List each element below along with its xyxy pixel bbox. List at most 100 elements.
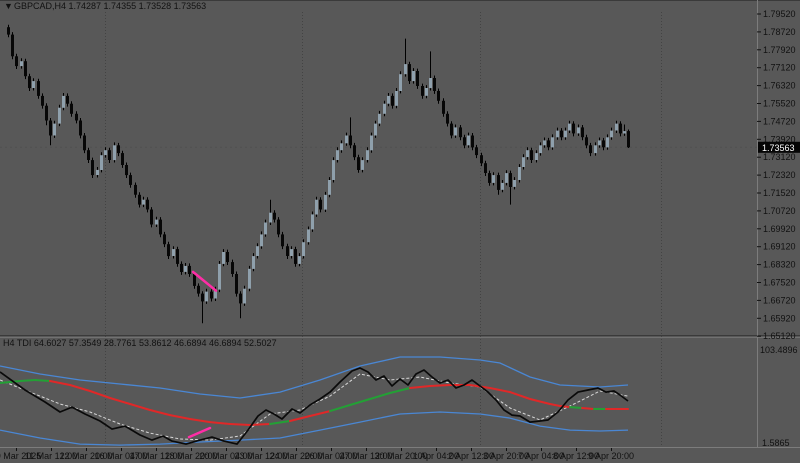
candle-body xyxy=(311,214,314,230)
candle-body xyxy=(163,234,166,245)
candle-body xyxy=(298,256,301,264)
price-axis-label[interactable]: 1.73120 xyxy=(763,152,796,162)
candle-body xyxy=(433,78,436,91)
candle-body xyxy=(142,199,145,205)
time-axis-label[interactable]: 2 Apr 12:00 xyxy=(448,451,494,461)
time-axis-label[interactable]: 1 Apr 04:00 xyxy=(413,451,459,461)
price-axis-label[interactable]: 1.77120 xyxy=(763,63,796,73)
time-axis-label[interactable]: 27 Mar 12:00 xyxy=(339,451,392,461)
price-axis-label[interactable]: 1.66720 xyxy=(763,295,796,305)
candle-body xyxy=(134,184,137,195)
candle-body xyxy=(20,61,23,67)
time-axis-label[interactable]: 30 Mar 20:00 xyxy=(374,451,427,461)
price-axis-label[interactable]: 1.67520 xyxy=(763,278,796,288)
candle-body xyxy=(378,113,381,124)
signal-markers xyxy=(191,270,218,292)
time-axis-label[interactable]: 3 Apr 20:00 xyxy=(483,451,529,461)
candle-body xyxy=(100,155,103,170)
time-axis-label[interactable]: 23 Mar 12:00 xyxy=(234,451,287,461)
candle-body xyxy=(180,263,183,272)
tdi-market-base-line xyxy=(569,406,583,409)
candle-body xyxy=(87,150,90,160)
candle-body xyxy=(437,91,440,101)
time-axis-label[interactable]: 17 Mar 12:00 xyxy=(129,451,182,461)
price-axis-label[interactable]: 1.68320 xyxy=(763,260,796,270)
price-axis-label[interactable]: 1.76320 xyxy=(763,81,796,91)
candle-body xyxy=(336,150,339,160)
price-axis-label[interactable]: 1.69920 xyxy=(763,224,796,234)
candle-body xyxy=(471,135,474,148)
candle-body xyxy=(307,229,310,243)
time-axis-label[interactable]: 16 Mar 04:00 xyxy=(94,451,147,461)
time-axis-label[interactable]: 12 Mar 20:00 xyxy=(59,451,112,461)
candle-body xyxy=(556,130,559,138)
candle-body xyxy=(62,95,65,108)
candle-body xyxy=(218,263,221,290)
candle-body xyxy=(15,56,18,67)
candle-body xyxy=(91,160,94,176)
time-axis-label[interactable]: 24 Mar 20:00 xyxy=(269,451,322,461)
time-axis-label[interactable]: 7 Apr 04:00 xyxy=(518,451,564,461)
price-axis-label[interactable]: 1.71520 xyxy=(763,188,796,198)
candle-body xyxy=(113,145,116,161)
candle-body xyxy=(41,95,44,106)
candle-body xyxy=(564,130,567,138)
candle-body xyxy=(387,95,390,104)
time-axis-label[interactable]: 11 Mar 12:00 xyxy=(25,451,77,461)
candle-body xyxy=(201,293,204,302)
candle-body xyxy=(513,180,516,187)
candle-body xyxy=(425,88,428,96)
candle-body xyxy=(226,252,229,263)
candle-body xyxy=(602,140,605,148)
tdi-indicator-lines xyxy=(0,356,629,446)
candle-body xyxy=(560,130,563,138)
time-axis-label[interactable]: 18 Mar 20:00 xyxy=(164,451,217,461)
price-axis-label[interactable]: 1.69120 xyxy=(763,242,796,252)
candle-body xyxy=(70,103,73,114)
price-axis-label[interactable]: 1.73920 xyxy=(763,134,796,144)
candle-body xyxy=(361,160,364,170)
candles xyxy=(7,24,630,324)
price-axis-label[interactable]: 1.78720 xyxy=(763,27,796,37)
candle-body xyxy=(446,113,449,124)
candle-body xyxy=(383,103,386,114)
price-axis-label[interactable]: 1.77920 xyxy=(763,45,796,55)
price-axis-label[interactable]: 1.74720 xyxy=(763,116,796,126)
symbol-marker-icon: ▼ xyxy=(4,1,13,11)
time-axis-label[interactable]: 20 Mar 04:00 xyxy=(199,451,252,461)
indicator-scale-max-label: 103.4896 xyxy=(760,345,798,355)
tdi-upper-band xyxy=(0,356,629,399)
candle-body xyxy=(45,105,48,121)
candle-body xyxy=(193,274,196,286)
time-axis-label[interactable]: 10 Mar 2025 xyxy=(0,451,41,461)
price-axis-label[interactable]: 1.70720 xyxy=(763,206,796,216)
candle-body xyxy=(475,147,478,156)
tdi-lower-band xyxy=(0,411,629,446)
price-axis-label[interactable]: 1.65120 xyxy=(763,331,796,341)
grid-and-separators xyxy=(0,0,800,448)
candle-body xyxy=(568,123,571,131)
bid-price-tag-box xyxy=(758,141,800,153)
price-axis-label[interactable]: 1.72320 xyxy=(763,170,796,180)
candle-body xyxy=(155,219,158,225)
tdi-market-base-line xyxy=(189,418,211,424)
price-axis-label[interactable]: 1.65920 xyxy=(763,313,796,323)
candle-body xyxy=(79,120,82,136)
tdi-market-base-line xyxy=(349,398,371,406)
price-axis-label[interactable]: 1.75520 xyxy=(763,99,796,109)
price-axis-label[interactable]: 1.79520 xyxy=(763,9,796,19)
time-axis-label[interactable]: 26 Mar 04:00 xyxy=(304,451,357,461)
tdi-market-base-line xyxy=(0,380,21,384)
tdi-market-base-line xyxy=(369,392,391,400)
candle-body xyxy=(501,182,504,190)
tdi-market-base-line xyxy=(89,390,111,399)
axes[interactable]: 1.79520 1.78720 1.77920 1.77120 1.76320 1.755… xyxy=(0,9,796,461)
candle-body xyxy=(117,145,120,154)
tdi-market-base-line xyxy=(229,423,251,426)
time-axis-label[interactable]: 9 Apr 20:00 xyxy=(588,451,634,461)
candle-body xyxy=(53,123,56,136)
time-axis-label[interactable]: 8 Apr 12:00 xyxy=(553,451,599,461)
candle-body xyxy=(302,242,305,257)
